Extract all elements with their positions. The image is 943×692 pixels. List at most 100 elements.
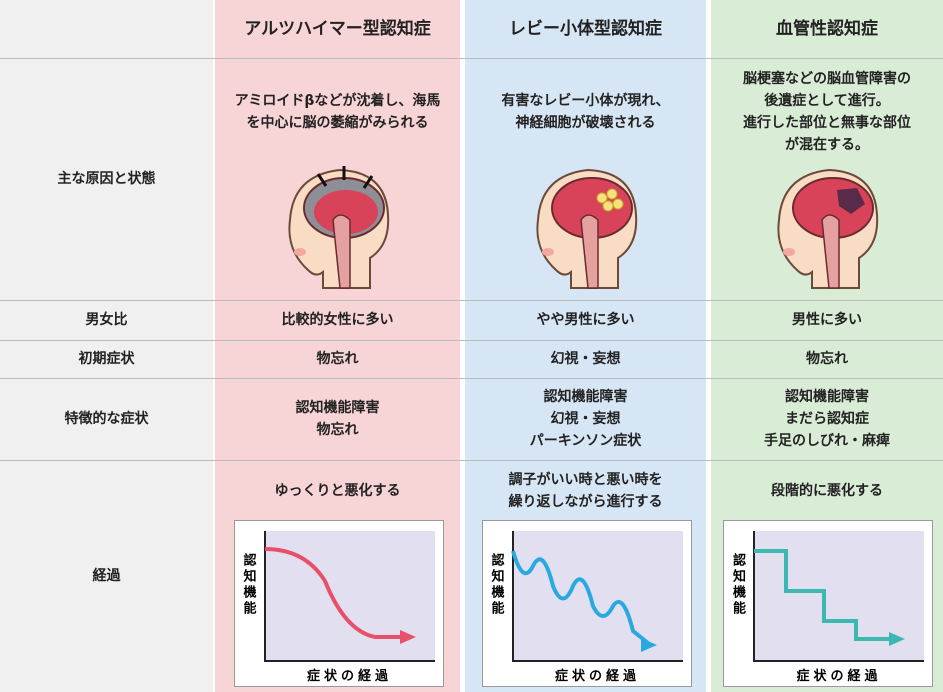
cell: 認知機能障害 物忘れ xyxy=(215,378,460,460)
illustration xyxy=(753,531,924,662)
shape xyxy=(313,190,378,234)
graph-x-label: 症状の経過 xyxy=(796,669,882,684)
cell-text: 幻視・妄想 xyxy=(550,411,621,427)
cell-text: 神経細胞が破壊される xyxy=(515,115,656,131)
cell-text: を中心に脳の萎縮がみられる xyxy=(246,115,429,131)
cell-text: 脳梗塞などの脳血管障害の xyxy=(743,71,911,87)
row-label: 経過 xyxy=(0,460,213,692)
row-label-text: 経過 xyxy=(92,568,121,584)
cell-text: 物忘れ xyxy=(316,422,359,438)
header-text: アルツハイマー型認知症 xyxy=(244,19,431,39)
shape xyxy=(541,248,554,256)
row-label: 男女比 xyxy=(0,300,213,340)
shape xyxy=(512,531,683,661)
cell-text: まだら認知症 xyxy=(785,411,869,427)
cell-text: 物忘れ xyxy=(316,351,359,367)
cell-text: 有害なレビー小体が現れ、 xyxy=(501,93,670,109)
row-label: 特徴的な症状 xyxy=(0,378,213,460)
cell-text: 調子がいい時と悪い時を xyxy=(508,472,663,488)
cell-text: 物忘れ xyxy=(806,351,848,367)
shape xyxy=(399,630,416,644)
cell: 物忘れ xyxy=(215,340,460,378)
shape xyxy=(640,638,657,652)
cell: 認知機能障害 幻視・妄想パーキンソン症状 xyxy=(465,378,706,460)
shape xyxy=(783,248,795,256)
shape xyxy=(612,198,623,210)
cell-text: パーキンソン症状 xyxy=(529,433,642,449)
shape xyxy=(264,531,435,661)
row-divider xyxy=(0,300,943,301)
row-divider xyxy=(0,58,943,59)
row-label-text: 主な原因と状態 xyxy=(57,171,156,187)
header-text: レビー小体型認知症 xyxy=(509,19,662,39)
cell: 物忘れ xyxy=(711,340,943,378)
illustration xyxy=(287,166,389,289)
cell-text: 男性に多い xyxy=(792,312,862,328)
graph-y-label: 認知機能 xyxy=(240,553,256,617)
cell: 認知機能障害 まだら認知症手足のしびれ・麻痺 xyxy=(711,378,943,460)
shape xyxy=(362,175,373,189)
shape xyxy=(837,188,865,214)
shape xyxy=(511,531,683,662)
row-label-text: 初期症状 xyxy=(78,351,135,367)
header-text: 血管性認知症 xyxy=(776,19,878,39)
cell-text: 認知機能障害 xyxy=(543,389,628,405)
cell: 脳梗塞などの脳血管障害の 後遺症として進行。進行した部位と無事な部位 が混在する。 xyxy=(711,62,943,162)
graph: 認知機能症状の経過 xyxy=(233,520,444,687)
cell: 比較的女性に多い xyxy=(215,300,460,340)
illustration xyxy=(535,168,637,289)
cell: 段階的に悪化する xyxy=(711,462,943,520)
cell: 有害なレビー小体が現れ、 神経細胞が破壊される xyxy=(465,62,706,162)
row-label: 初期症状 xyxy=(0,340,213,378)
row-divider xyxy=(0,378,943,379)
row-label-text: 特徴的な症状 xyxy=(64,411,149,427)
graph-y-label: 認知機能 xyxy=(730,553,745,617)
row-divider xyxy=(0,340,943,341)
cell: やや男性に多い xyxy=(465,300,706,340)
cell-text: やや男性に多い xyxy=(536,312,635,328)
row-label-text: 男女比 xyxy=(85,312,128,328)
shape xyxy=(263,531,435,662)
cell: 幻視・妄想 xyxy=(465,340,706,378)
cell: ゆっくりと悪化する xyxy=(215,462,460,520)
cell-text: 繰り返しながら進行する xyxy=(508,494,663,510)
shape xyxy=(331,214,351,289)
row-divider xyxy=(0,460,943,461)
cell-text: ゆっくりと悪化する xyxy=(274,483,401,499)
cell: 男性に多い xyxy=(711,300,943,340)
shape xyxy=(316,173,327,187)
shape xyxy=(579,214,599,289)
cell-text: 進行した部位と無事な部位 xyxy=(743,115,911,131)
illustration xyxy=(263,531,435,662)
graph-x-label: 症状の経過 xyxy=(306,669,392,684)
shape xyxy=(602,200,613,212)
cell-text: 認知機能障害 xyxy=(785,389,869,405)
cell-text: 後遺症として進行。 xyxy=(764,93,890,109)
cell-text: 段階的に悪化する xyxy=(771,483,883,499)
cell: 調子がいい時と悪い時を 繰り返しながら進行する xyxy=(465,462,706,520)
cell-text: 認知機能障害 xyxy=(295,400,380,416)
illustration xyxy=(777,168,879,289)
shape xyxy=(606,188,617,200)
graph: 認知機能症状の経過 xyxy=(723,520,933,687)
cell-text: が混在する。 xyxy=(785,137,869,153)
cell-text: アミロイドβなどが沈着し、海馬 xyxy=(234,93,441,109)
shape xyxy=(821,214,840,289)
row-label: 主な原因と状態 xyxy=(0,58,213,300)
shape xyxy=(293,248,306,256)
cell-text: 比較的女性に多い xyxy=(281,312,394,328)
shape xyxy=(264,547,410,639)
cell-text: 手足のしびれ・麻痺 xyxy=(764,433,890,449)
column-header: アルツハイマー型認知症 xyxy=(215,0,460,58)
shape xyxy=(753,531,924,662)
graph-x-label: 症状の経過 xyxy=(554,669,640,684)
column-header: 血管性認知症 xyxy=(711,0,943,58)
column-header: レビー小体型認知症 xyxy=(465,0,706,58)
graph-y-label: 認知機能 xyxy=(488,553,504,617)
graph: 認知機能症状の経過 xyxy=(481,520,692,687)
shape xyxy=(596,192,607,204)
column-background xyxy=(0,0,213,692)
shape xyxy=(510,550,649,645)
shape xyxy=(754,549,899,641)
